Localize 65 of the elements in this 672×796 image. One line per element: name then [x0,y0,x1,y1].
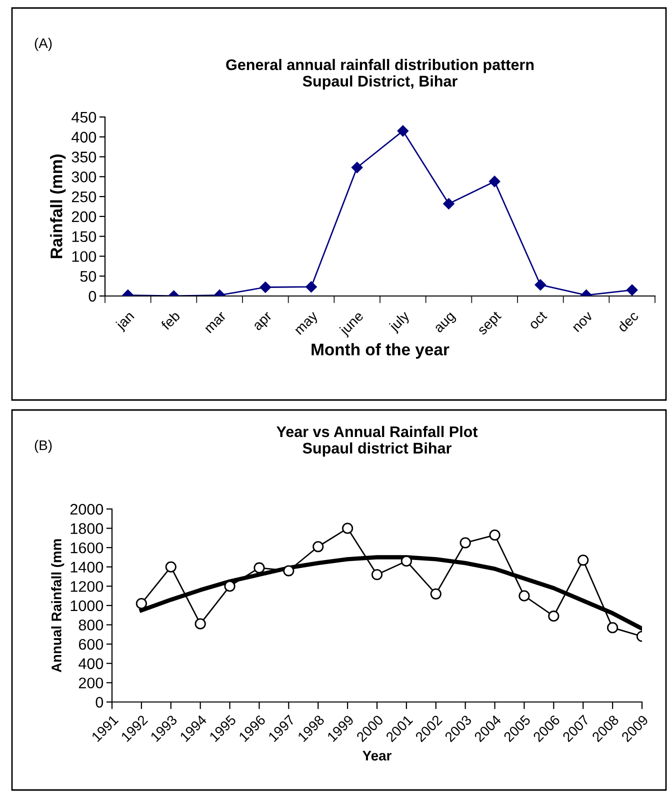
y-tick-label: 0 [96,696,104,708]
y-tick-label: 150 [72,231,96,242]
x-tick-label: oct [528,310,548,330]
point [518,590,530,602]
y-tick-label: 2000 [70,504,104,515]
point [342,522,354,534]
y-tick-label: 1400 [70,562,104,573]
x-axis-title: Year [362,750,392,761]
x-tick-label: mar [205,312,227,334]
y-tick-label: 1600 [70,542,104,554]
chart-title: Year vs Annual Rainfall Plot Supaul district Bihar [276,426,478,457]
y-tick-label: 350 [72,152,96,162]
point [351,162,363,174]
point [534,279,546,290]
point [260,282,272,293]
y-tick-label: 450 [72,112,96,123]
point [430,588,442,600]
x-tick-label: nov [572,312,594,332]
point [607,622,618,634]
x-tick-label: july [388,310,412,334]
y-tick-label: 200 [78,678,104,688]
point [306,281,317,292]
text: (A) [34,38,52,51]
point [400,556,412,567]
y-tick-label: 1800 [70,523,104,534]
x-tick-label: jan [114,310,136,332]
y-tick-label: 600 [78,638,104,650]
x-tick-label: feb [160,310,181,331]
y-tick-label: 800 [78,620,104,630]
y-tick-label: 200 [72,211,96,222]
point [443,198,454,210]
x-tick-label: may [295,312,320,337]
point [626,284,638,296]
y-tick-label: 50 [80,270,96,282]
y-tick-label: 400 [72,132,96,143]
point [371,569,383,580]
y-tick-label: 100 [72,251,96,262]
chart-title: General annual rainfall distribution pattern Supaul District, Bihar [226,58,534,90]
x-axis-title: Month of the year [312,343,450,359]
y-tick-label: 250 [72,191,96,202]
y-axis-title: Annual Rainfall (mm [51,539,64,672]
text: (B) [34,440,52,453]
point [489,530,500,541]
point [224,580,236,592]
point [283,565,294,576]
point [460,537,471,548]
x-tick-label: aug [434,312,458,336]
point [254,562,265,574]
point [578,554,589,566]
x-tick-label: dec [616,310,640,333]
y-tick-label: 1000 [70,600,104,612]
y-tick-label: 400 [78,658,104,670]
y-tick-label: 1200 [70,581,104,592]
point [136,598,147,610]
x-tick-label: apr [253,312,274,333]
point [548,610,560,622]
y-axis-title: Rainfall (mm) [50,154,66,258]
y-tick-label: 300 [72,172,96,182]
point [194,618,206,630]
point [312,541,324,552]
y-tick-label: 0 [88,290,96,302]
point [488,176,500,188]
point [397,125,409,137]
x-tick-label: sept [477,310,504,338]
point [165,561,176,572]
